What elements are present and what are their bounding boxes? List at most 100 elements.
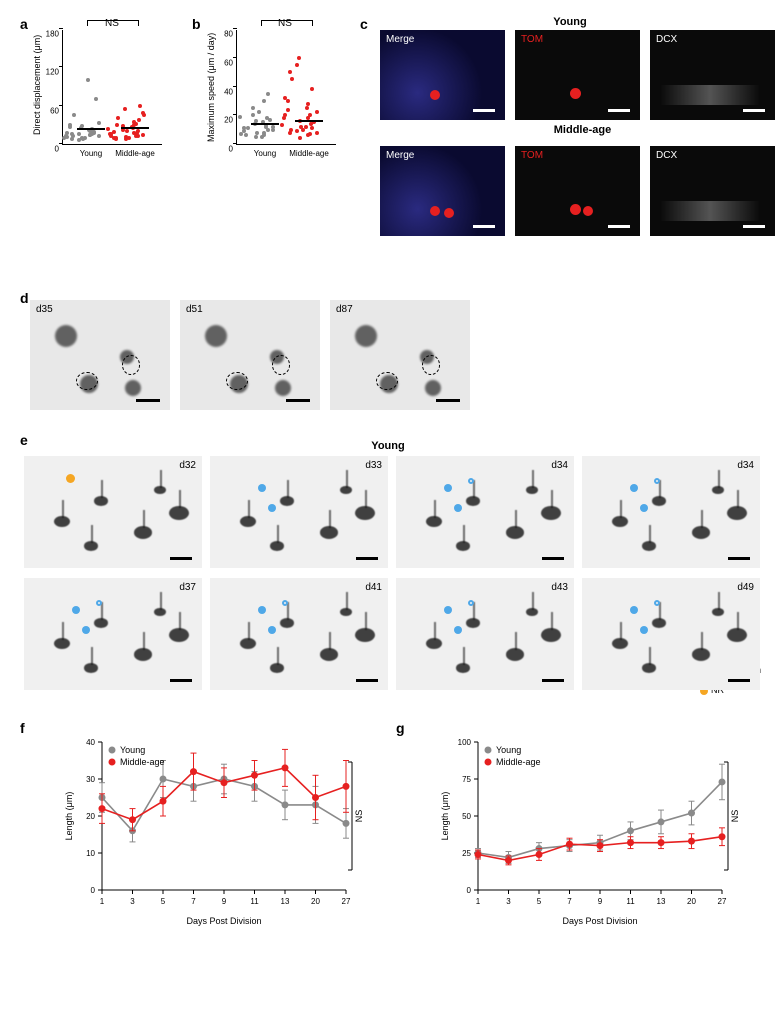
channel-label: DCX — [656, 34, 677, 45]
timepoint-label: d34 — [551, 460, 568, 471]
micrograph: DCX — [650, 146, 775, 236]
data-point — [295, 63, 299, 67]
timelapse-panel: d43 — [396, 578, 574, 690]
data-point — [262, 131, 266, 135]
svg-text:9: 9 — [222, 897, 227, 906]
data-point — [286, 108, 290, 112]
data-point — [257, 110, 261, 114]
data-point — [137, 118, 141, 122]
data-point — [280, 123, 284, 127]
timepoint-label: d51 — [186, 304, 203, 315]
svg-text:Days Post Division: Days Post Division — [186, 916, 261, 926]
timepoint-label: d35 — [36, 304, 53, 315]
svg-text:Young: Young — [496, 745, 521, 755]
svg-text:7: 7 — [567, 897, 572, 906]
data-point — [266, 92, 270, 96]
data-point — [106, 127, 110, 131]
timepoint-label: d49 — [737, 582, 754, 593]
data-point — [238, 115, 242, 119]
svg-text:Middle-age: Middle-age — [496, 757, 541, 767]
svg-text:75: 75 — [462, 775, 471, 784]
data-point — [251, 113, 255, 117]
data-point — [77, 132, 81, 136]
svg-text:Length (μm): Length (μm) — [64, 792, 74, 841]
scale-bar — [608, 109, 630, 112]
svg-text:25: 25 — [462, 849, 471, 858]
data-point — [271, 125, 275, 129]
data-point — [136, 129, 140, 133]
data-point — [288, 70, 292, 74]
timelapse-panel: d34 — [582, 456, 760, 568]
scale-bar — [356, 679, 378, 682]
data-point — [97, 121, 101, 125]
svg-text:11: 11 — [626, 897, 635, 906]
data-point — [262, 99, 266, 103]
svg-text:27: 27 — [718, 897, 727, 906]
svg-text:Middle-age: Middle-age — [120, 757, 165, 767]
data-point — [315, 131, 319, 135]
data-point — [70, 132, 74, 136]
data-point — [315, 110, 319, 114]
svg-text:Length (μm): Length (μm) — [440, 792, 450, 841]
timepoint-label: d37 — [179, 582, 196, 593]
svg-text:13: 13 — [657, 897, 666, 906]
svg-text:10: 10 — [86, 849, 95, 858]
category-label: Young — [80, 149, 102, 158]
data-point — [242, 126, 246, 130]
data-point — [266, 128, 270, 132]
line-chart-svg: 0102030401357911132027Days Post Division… — [60, 730, 370, 930]
channel-label: Merge — [386, 150, 414, 161]
panel-e-label: e — [20, 432, 28, 448]
data-point — [97, 134, 101, 138]
svg-text:0: 0 — [467, 886, 472, 895]
data-point — [83, 136, 87, 140]
svg-text:1: 1 — [476, 897, 481, 906]
timelapse-panel: d37 — [24, 578, 202, 690]
channel-label: TOM — [521, 150, 543, 161]
data-point — [123, 107, 127, 111]
timepoint-label: d87 — [336, 304, 353, 315]
data-point — [92, 130, 96, 134]
data-point — [115, 123, 119, 127]
data-point — [283, 96, 287, 100]
micrograph: Merge — [380, 30, 505, 120]
panel-a-label: a — [20, 16, 28, 32]
data-point — [288, 131, 292, 135]
timelapse-panel: d34 — [396, 456, 574, 568]
panel-a-chart: Direct displacement (μm) 060120180YoungM… — [62, 30, 180, 145]
svg-text:9: 9 — [598, 897, 603, 906]
svg-text:Days Post Division: Days Post Division — [562, 916, 637, 926]
micrograph: Merge — [380, 146, 505, 236]
data-point — [136, 134, 140, 138]
svg-text:100: 100 — [458, 738, 472, 747]
timelapse-panel: d33 — [210, 456, 388, 568]
data-point — [268, 118, 272, 122]
data-point — [244, 133, 248, 137]
svg-text:20: 20 — [687, 897, 696, 906]
data-point — [62, 136, 66, 140]
panel-c-young-title: Young — [553, 16, 586, 28]
timepoint-label: d33 — [365, 460, 382, 471]
data-point — [77, 138, 81, 142]
panel-f-chart: 0102030401357911132027Days Post Division… — [60, 730, 370, 935]
svg-text:50: 50 — [462, 812, 471, 821]
data-point — [290, 77, 294, 81]
data-point — [114, 136, 118, 140]
scale-bar — [473, 225, 495, 228]
panel-d-label: d — [20, 290, 29, 306]
svg-text:0: 0 — [91, 886, 96, 895]
timelapse-panel: d49 — [582, 578, 760, 690]
scale-bar — [743, 225, 765, 228]
data-point — [283, 113, 287, 117]
data-point — [254, 135, 258, 139]
scale-bar — [286, 399, 310, 402]
scale-bar — [743, 109, 765, 112]
data-point — [297, 56, 301, 60]
panel-e-title: Young — [371, 440, 404, 452]
timepoint-label: d43 — [551, 582, 568, 593]
scale-bar — [728, 679, 750, 682]
data-point — [134, 122, 138, 126]
svg-text:27: 27 — [342, 897, 351, 906]
data-point — [295, 129, 299, 133]
channel-label: DCX — [656, 150, 677, 161]
